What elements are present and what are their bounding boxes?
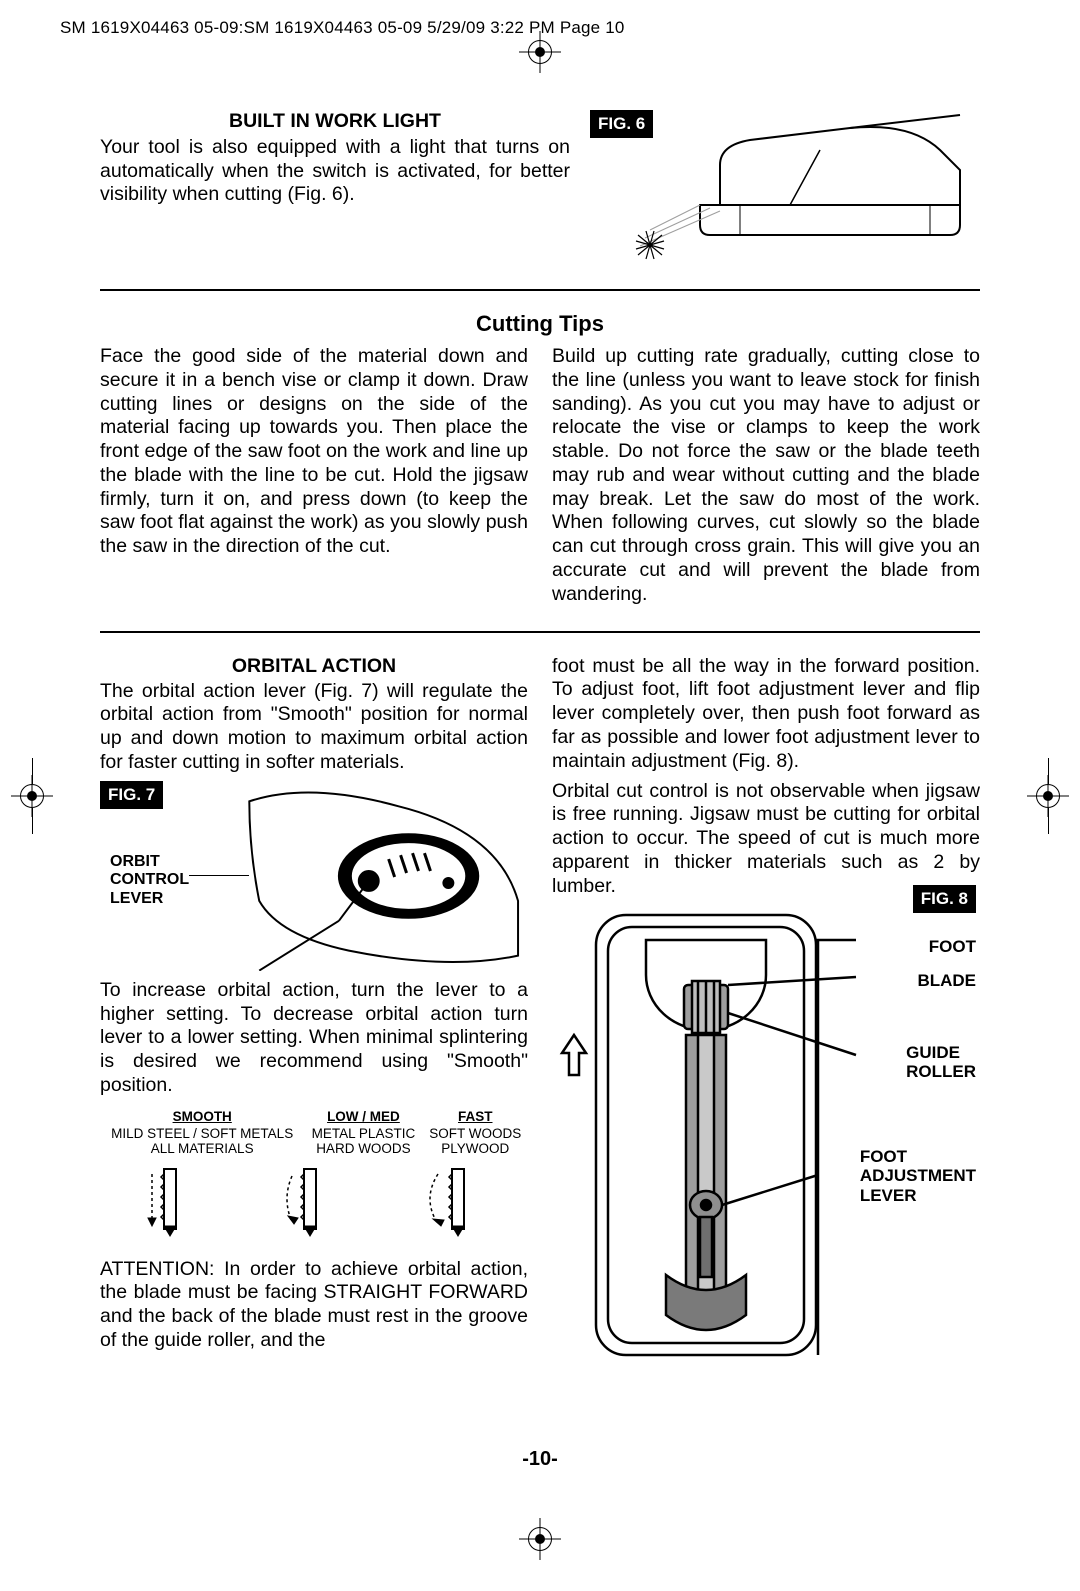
page-number: -10-	[100, 1448, 980, 1471]
figure-7: FIG. 7 ORBIT CONTROL LEVER	[100, 781, 528, 971]
fig8-blade-label: BLADE	[917, 971, 976, 991]
fig8-foot-label: FOOT	[929, 937, 976, 957]
work-light-heading: BUILT IN WORK LIGHT	[100, 110, 570, 134]
fig8-guide-label: GUIDEROLLER	[906, 1043, 976, 1082]
registration-mark-top	[528, 40, 552, 64]
registration-mark-right	[1036, 758, 1060, 834]
figure-6: FIG. 6	[590, 110, 980, 265]
orbital-p2: To increase orbital action, turn the lev…	[100, 979, 528, 1098]
orbit-lever-label: ORBIT CONTROL LEVER	[110, 853, 189, 908]
blade-smooth	[138, 1164, 198, 1244]
orbital-p1: The orbital action lever (Fig. 7) will r…	[100, 680, 528, 775]
blade-lowmed	[274, 1164, 344, 1244]
registration-mark-bottom	[528, 1527, 552, 1551]
right-p2: Orbital cut control is not observable wh…	[552, 780, 980, 899]
fig7-label: FIG. 7	[100, 781, 163, 809]
cutting-tips-left: Face the good side of the material down …	[100, 345, 528, 607]
registration-mark-left	[20, 758, 44, 834]
figure-8: FIG. 8	[556, 885, 976, 1365]
page-content: BUILT IN WORK LIGHT Your tool is also eq…	[100, 110, 980, 1471]
fig8-fal-label: FOOTADJUSTMENTLEVER	[860, 1147, 976, 1206]
cutting-tips-right: Build up cutting rate gradually, cutting…	[552, 345, 980, 607]
orbital-heading: ORBITAL ACTION	[100, 655, 528, 678]
orbital-p3: ATTENTION: In order to achieve orbital a…	[100, 1258, 528, 1353]
right-p1: foot must be all the way in the forward …	[552, 655, 980, 774]
fig8-label: FIG. 8	[913, 885, 976, 913]
fig6-label: FIG. 6	[590, 110, 653, 138]
orbital-section: ORBITAL ACTION The orbital action lever …	[100, 633, 980, 1359]
work-light-body: Your tool is also equipped with a light …	[100, 136, 570, 206]
orbital-table: SMOOTH LOW / MED FAST MILD STEEL / SOFT …	[100, 1108, 528, 1156]
fig8-illustration	[556, 885, 976, 1365]
blade-fast	[420, 1164, 490, 1244]
blade-diagrams	[100, 1164, 528, 1244]
work-light-section: BUILT IN WORK LIGHT Your tool is also eq…	[100, 110, 980, 291]
cutting-tips-section: Cutting Tips Face the good side of the m…	[100, 291, 980, 633]
cutting-tips-title: Cutting Tips	[100, 311, 980, 337]
